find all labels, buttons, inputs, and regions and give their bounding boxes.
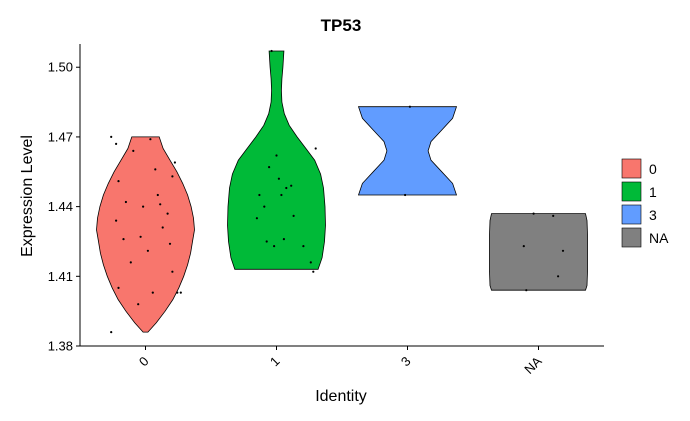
y-tick-label: 1.44 [48, 199, 73, 214]
point-NA-4 [557, 275, 560, 278]
point-NA-1 [532, 212, 535, 215]
point-0-4 [129, 261, 132, 264]
point-3-0 [404, 193, 407, 197]
point-NA-5 [525, 289, 528, 292]
point-0-2 [122, 238, 125, 241]
point-0-23 [176, 291, 179, 294]
point-1-14 [273, 245, 276, 248]
point-1-7 [285, 186, 288, 190]
x-axis-label: Identity [315, 388, 367, 405]
point-0-1 [117, 286, 120, 289]
point-0-13 [146, 249, 149, 252]
point-1-4 [255, 217, 258, 220]
legend-swatch-NA [621, 227, 642, 248]
point-NA-2 [552, 214, 555, 217]
point-0-10 [149, 138, 152, 141]
legend-swatch-3 [621, 204, 642, 225]
point-1-11 [302, 245, 305, 248]
point-NA-0 [522, 245, 525, 248]
y-tick-label: 1.38 [48, 339, 73, 354]
point-3-1 [408, 105, 411, 108]
point-0-19 [159, 203, 162, 206]
legend-label-NA: NA [649, 230, 669, 246]
point-1-1 [275, 154, 278, 157]
point-0-17 [168, 242, 172, 245]
point-0-7 [110, 135, 113, 138]
point-1-17 [312, 270, 315, 273]
point-0-20 [171, 175, 174, 178]
point-1-6 [277, 177, 280, 180]
point-0-26 [156, 193, 159, 197]
violin-0 [96, 136, 195, 333]
legend-label-0: 0 [649, 161, 657, 177]
legend-label-3: 3 [649, 207, 657, 223]
point-0-21 [173, 161, 176, 164]
point-0-5 [124, 200, 127, 204]
violin-1 [227, 50, 326, 270]
point-0-22 [171, 270, 174, 273]
point-0-25 [142, 205, 145, 208]
point-1-15 [280, 193, 283, 197]
violin-3 [357, 106, 458, 196]
point-0-18 [166, 212, 169, 215]
point-1-9 [282, 238, 285, 241]
point-0-3 [115, 219, 118, 222]
y-tick-label: 1.50 [48, 60, 73, 75]
points-layer [110, 49, 565, 334]
point-1-8 [290, 184, 293, 187]
point-0-15 [137, 303, 140, 306]
point-1-13 [314, 147, 317, 150]
chart-title: TP53 [321, 16, 362, 35]
point-0-11 [154, 168, 157, 171]
point-0-8 [115, 142, 118, 145]
y-axis-ticks: 1.38 1.41 1.44 1.47 1.50 [48, 60, 80, 354]
point-1-16 [263, 205, 266, 208]
point-0-6 [117, 180, 120, 183]
legend: 0 1 3 NA [621, 158, 669, 248]
point-1-5 [268, 166, 271, 169]
point-0-14 [151, 291, 154, 294]
point-1-0 [270, 49, 273, 53]
point-0-12 [139, 235, 142, 238]
point-1-10 [292, 214, 295, 217]
legend-swatch-1 [621, 181, 642, 202]
point-0-0 [110, 331, 113, 334]
point-NA-3 [561, 249, 565, 252]
violin-NA [489, 213, 588, 291]
point-1-12 [309, 261, 312, 264]
point-1-2 [258, 193, 261, 197]
point-1-3 [265, 240, 268, 243]
legend-swatch-0 [621, 158, 642, 179]
point-0-24 [179, 291, 182, 294]
point-0-9 [132, 149, 135, 152]
y-tick-label: 1.47 [48, 129, 73, 144]
violins-layer [96, 50, 588, 333]
y-tick-label: 1.41 [48, 269, 73, 284]
legend-label-1: 1 [649, 184, 657, 200]
y-axis-label: Expression Level [19, 135, 36, 257]
point-0-16 [161, 226, 164, 229]
